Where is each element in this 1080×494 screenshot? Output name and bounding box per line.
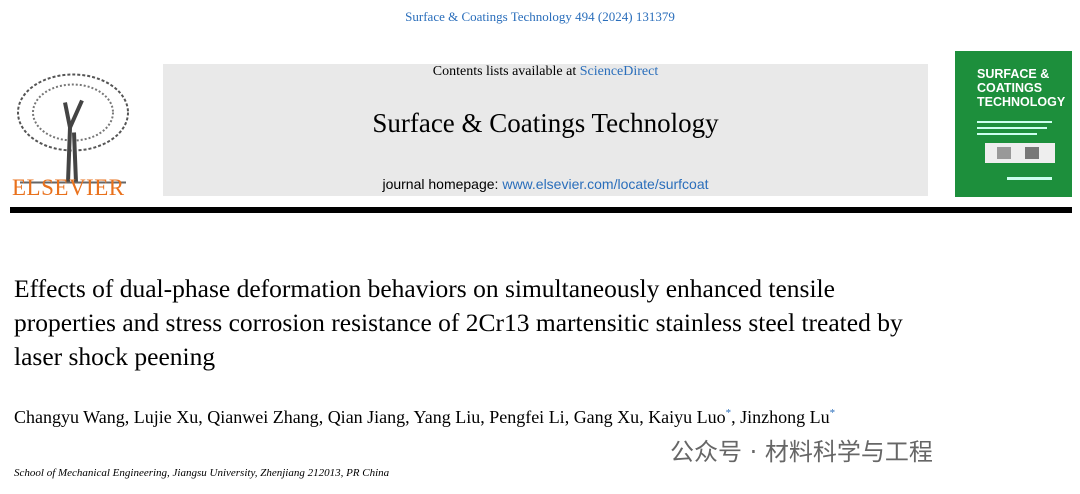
author-name[interactable]: Qianwei Zhang [207,407,319,427]
journal-cover: SURFACE & COATINGS TECHNOLOGY [955,51,1072,197]
author-name[interactable]: Changyu Wang [14,407,125,427]
sciencedirect-link[interactable]: ScienceDirect [579,64,659,79]
watermark: 公众号 · 材料科学与工程 [670,438,933,466]
corresponding-mark[interactable]: * [829,407,836,419]
header-rule [10,207,1072,213]
author-separator: , [124,407,130,427]
author-separator: , [405,407,410,427]
homepage-line: journal homepage: www.elsevier.com/locat… [163,176,928,192]
author-separator: , [639,407,644,427]
author-list: Changyu Wang, Lujie Xu, Qianwei Zhang, Q… [14,400,894,430]
author-name[interactable]: Qian Jiang [327,407,406,427]
author-name[interactable]: Jinzhong Lu [740,407,830,427]
cover-title: SURFACE & COATINGS TECHNOLOGY [977,67,1066,109]
elsevier-tree-logo [10,72,136,188]
author-separator: , [318,407,324,427]
publisher-name: ELSEVIER [12,175,125,200]
author-separator: , [480,407,485,427]
author-separator: , [198,407,203,427]
author-name[interactable]: Lujie Xu [133,407,199,427]
author-separator: , [564,407,570,427]
article-title: Effects of dual-phase deformation behavi… [14,274,903,371]
author-name[interactable]: Gang Xu [573,407,640,427]
corresponding-mark[interactable]: * [725,407,732,419]
affiliation: School of Mechanical Engineering, Jiangs… [14,467,390,479]
author-separator: , [731,407,736,427]
masthead: Contents lists available at ScienceDirec… [163,64,928,196]
citation: Surface & Coatings Technology 494 (2024)… [405,9,675,24]
homepage-link[interactable]: www.elsevier.com/locate/surfcoat [502,176,709,192]
author-name[interactable]: Pengfei Li [489,407,565,427]
journal-name: Surface & Coatings Technology [372,108,719,138]
contents-prefix: Contents lists available at [432,64,577,79]
author-name[interactable]: Yang Liu [413,407,481,427]
author-name[interactable]: Kaiyu Luo [648,407,726,427]
contents-line: Contents lists available at ScienceDirec… [163,64,928,80]
homepage-prefix: journal homepage: [382,176,499,192]
cover-art [977,121,1055,180]
